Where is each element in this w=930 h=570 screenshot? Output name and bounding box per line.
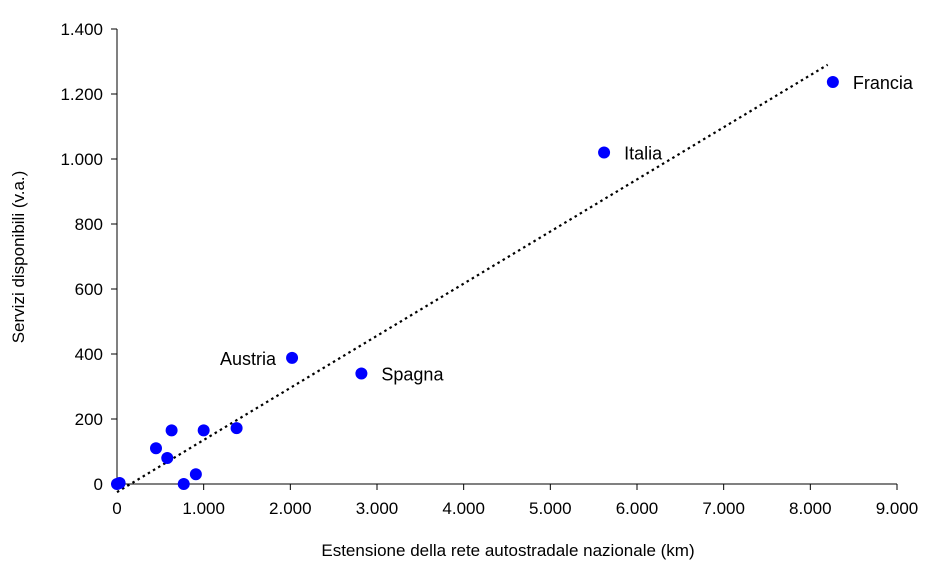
data-point — [826, 75, 839, 88]
data-point — [177, 478, 190, 490]
data-point — [161, 452, 174, 464]
y-tick-label: 1.000 — [60, 150, 103, 169]
y-tick-label: 400 — [75, 345, 103, 364]
y-tick-label: 200 — [75, 410, 103, 429]
x-tick-label: 8.000 — [789, 499, 832, 518]
x-tick-label: 9.000 — [876, 499, 919, 518]
point-label: Italia — [624, 144, 663, 164]
trendline-group — [116, 63, 829, 494]
y-tick-label: 800 — [75, 215, 103, 234]
x-tick-label: 3.000 — [356, 499, 399, 518]
y-tick-label: 1.200 — [60, 85, 103, 104]
data-point — [150, 442, 162, 455]
point-label: Francia — [853, 73, 914, 93]
data-point — [286, 351, 299, 364]
data-point — [113, 477, 126, 490]
y-tick-label: 1.400 — [60, 20, 103, 39]
y-tick-label: 0 — [94, 475, 103, 494]
x-tick-label: 4.000 — [442, 499, 485, 518]
data-point — [197, 424, 210, 437]
data-point — [230, 422, 243, 435]
point-label: Spagna — [381, 365, 444, 385]
data-point — [165, 424, 178, 437]
labels-group: Austria Spagna Italia Francia — [220, 73, 914, 385]
x-tick-label: 2.000 — [269, 499, 312, 518]
trendline — [116, 63, 829, 494]
x-tick-label: 0 — [112, 499, 121, 518]
y-tick-label: 600 — [75, 280, 103, 299]
axes: 0 200 400 600 800 1.000 1.200 1.400 0 1.000 2.000 3… — [60, 20, 918, 518]
points-group — [111, 75, 839, 490]
data-point — [355, 367, 368, 380]
data-point — [189, 468, 202, 481]
x-tick-label: 7.000 — [702, 499, 745, 518]
point-label: Austria — [220, 349, 277, 369]
y-axis-label: Servizi disponibili (v.a.) — [9, 171, 28, 344]
x-tick-label: 6.000 — [616, 499, 659, 518]
x-tick-label: 1.000 — [182, 499, 225, 518]
data-point — [598, 146, 611, 159]
x-tick-label: 5.000 — [529, 499, 572, 518]
x-axis-label: Estensione della rete autostradale nazio… — [321, 541, 694, 560]
